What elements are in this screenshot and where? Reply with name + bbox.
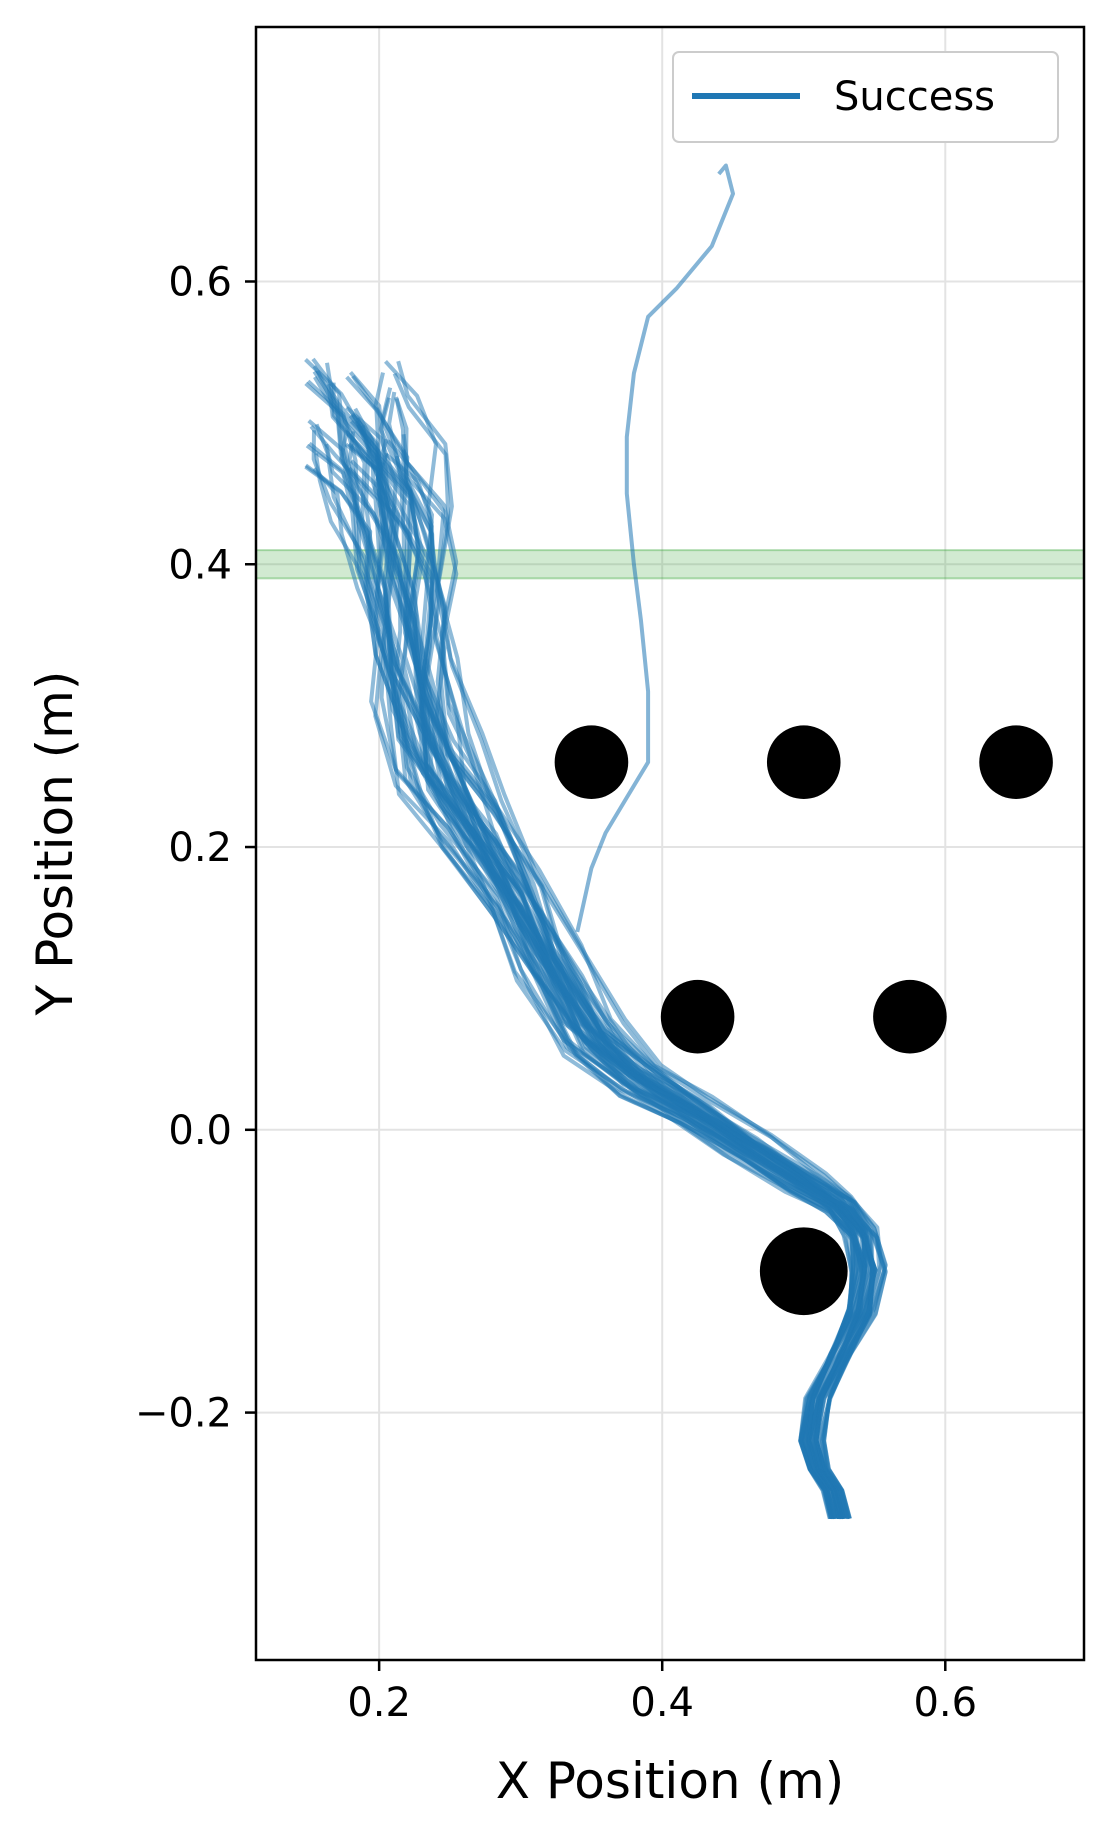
obstacle-1 [766, 725, 841, 800]
obstacle-markers [554, 725, 1053, 1316]
trajectory-line-59 [384, 452, 882, 1520]
plot-frame [254, 25, 1086, 1662]
y-axis-label: Y Position (m) [26, 671, 84, 1017]
x-axis-ticks: 0.2 0.4 0.6 [347, 1660, 977, 1726]
y-tick-label-3: 0.4 [168, 542, 232, 588]
legend-box [672, 51, 1059, 143]
y-tick-label-4: 0.6 [168, 259, 232, 305]
legend-label-success: Success [834, 74, 995, 120]
obstacle-4 [873, 979, 947, 1054]
obstacle-2 [979, 725, 1053, 800]
x-tick-label-0: 0.2 [347, 1680, 411, 1726]
trajectory-lines [304, 163, 888, 1520]
obstacle-5 [759, 1227, 848, 1316]
trajectory-line-58 [345, 375, 876, 1520]
y-tick-label-1: 0.0 [168, 1108, 232, 1154]
y-axis-ticks: −0.2 0.0 0.2 0.4 0.6 [135, 259, 256, 1437]
y-tick-label-2: 0.2 [168, 825, 232, 871]
x-axis-label: X Position (m) [496, 1752, 844, 1810]
obstacle-3 [660, 979, 735, 1054]
y-tick-label-0: −0.2 [135, 1391, 232, 1437]
trajectory-line-outlier [575, 163, 735, 933]
legend: Success [672, 51, 1059, 143]
x-tick-label-1: 0.4 [630, 1680, 694, 1726]
trajectory-line-57 [312, 467, 856, 1520]
obstacle-0 [554, 725, 629, 800]
x-tick-label-2: 0.6 [913, 1680, 977, 1726]
